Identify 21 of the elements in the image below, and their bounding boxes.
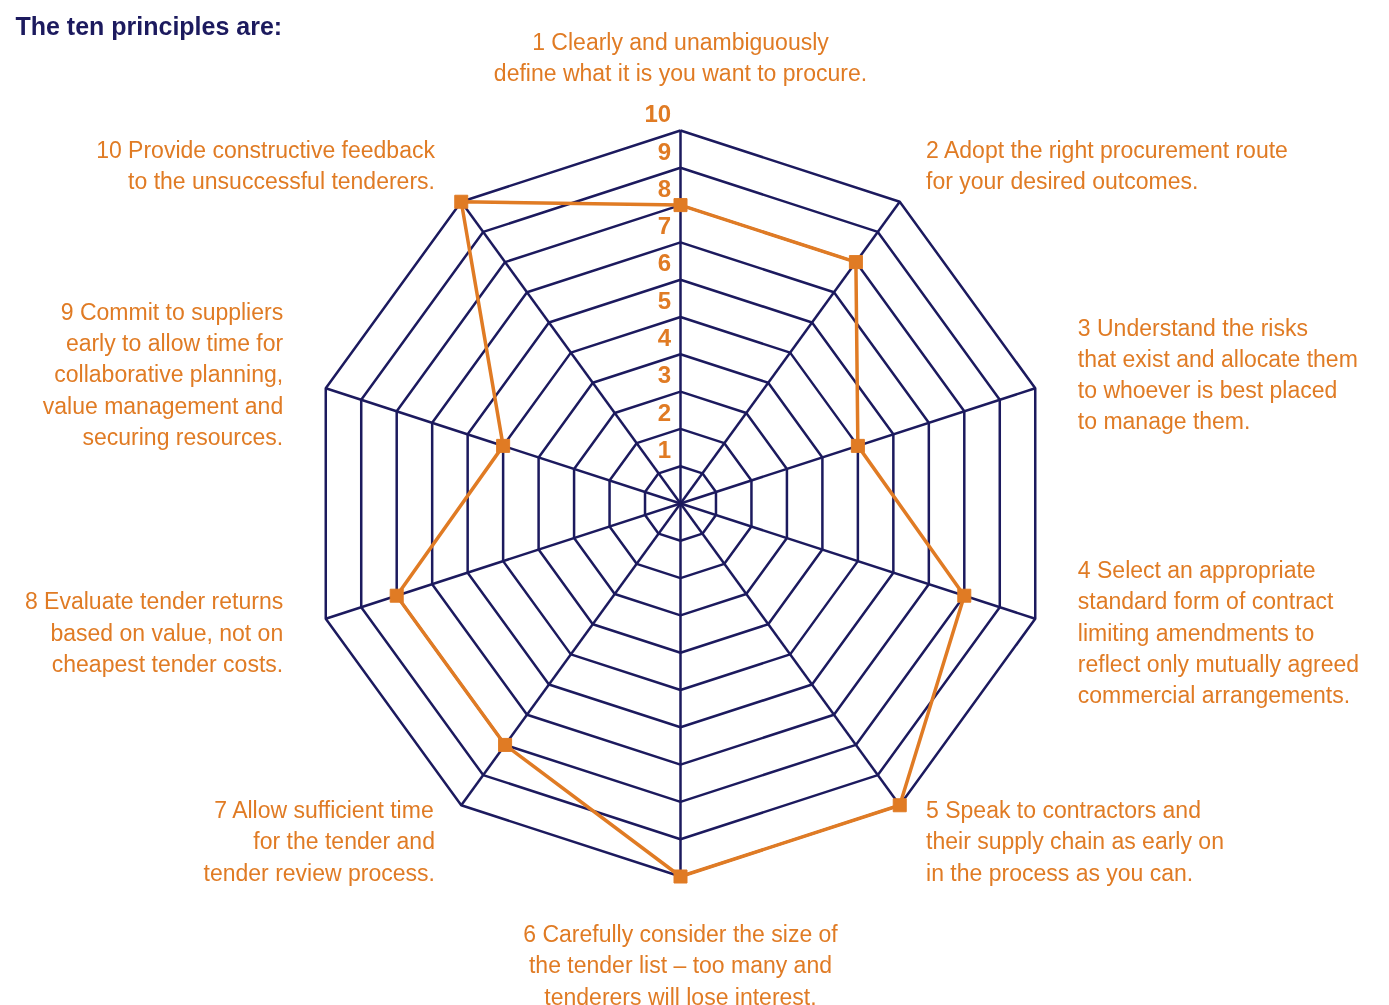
- y-tick-label: 5: [657, 286, 672, 314]
- spoke-label: 4 Select an appropriate standard form of contract limiting amendments to reflect only mutually agreed commercial arrangements.: [1077, 557, 1360, 708]
- spoke-label: 3 Understand the risks that exist and allocate them to whoever is best placed to manage them.: [1077, 314, 1358, 435]
- spoke-label: 2 Adopt the right procurement route for your desired outcomes.: [926, 136, 1288, 195]
- spoke-label: 5 Speak to contractors and their supply chain as early on in the process as you can.: [926, 797, 1224, 886]
- y-tick-label: 6: [657, 249, 672, 277]
- spoke-label: 9 Commit to suppliers early to allow time for collaborative planning, value management and securing resources.: [42, 299, 284, 450]
- y-tick-label: 8: [657, 174, 672, 202]
- y-tick-label: 4: [657, 324, 672, 352]
- spoke-label: 10 Provide constructive feedback to the unsuccessful tenderers.: [96, 136, 436, 195]
- y-tick-label: 1: [657, 435, 672, 463]
- spoke-label: 7 Allow sufficient time for the tender and tender review process.: [203, 797, 435, 886]
- spoke-label: 6 Carefully consider the size of the tender list – too many and tenderers will lose interest.: [523, 921, 839, 1005]
- y-tick-label: 3: [657, 361, 672, 389]
- spoke-label: 8 Evaluate tender returns based on value, not on cheapest tender costs.: [24, 588, 284, 677]
- spoke-label: 1 Clearly and unambiguously define what it is you want to procure.: [493, 28, 868, 86]
- y-tick-label: 9: [657, 137, 672, 165]
- y-tick-label: 2: [657, 398, 672, 426]
- y-tick-label: 7: [657, 212, 672, 240]
- y-tick-label: 10: [644, 100, 672, 128]
- chart-title: The ten principles are:: [15, 11, 283, 40]
